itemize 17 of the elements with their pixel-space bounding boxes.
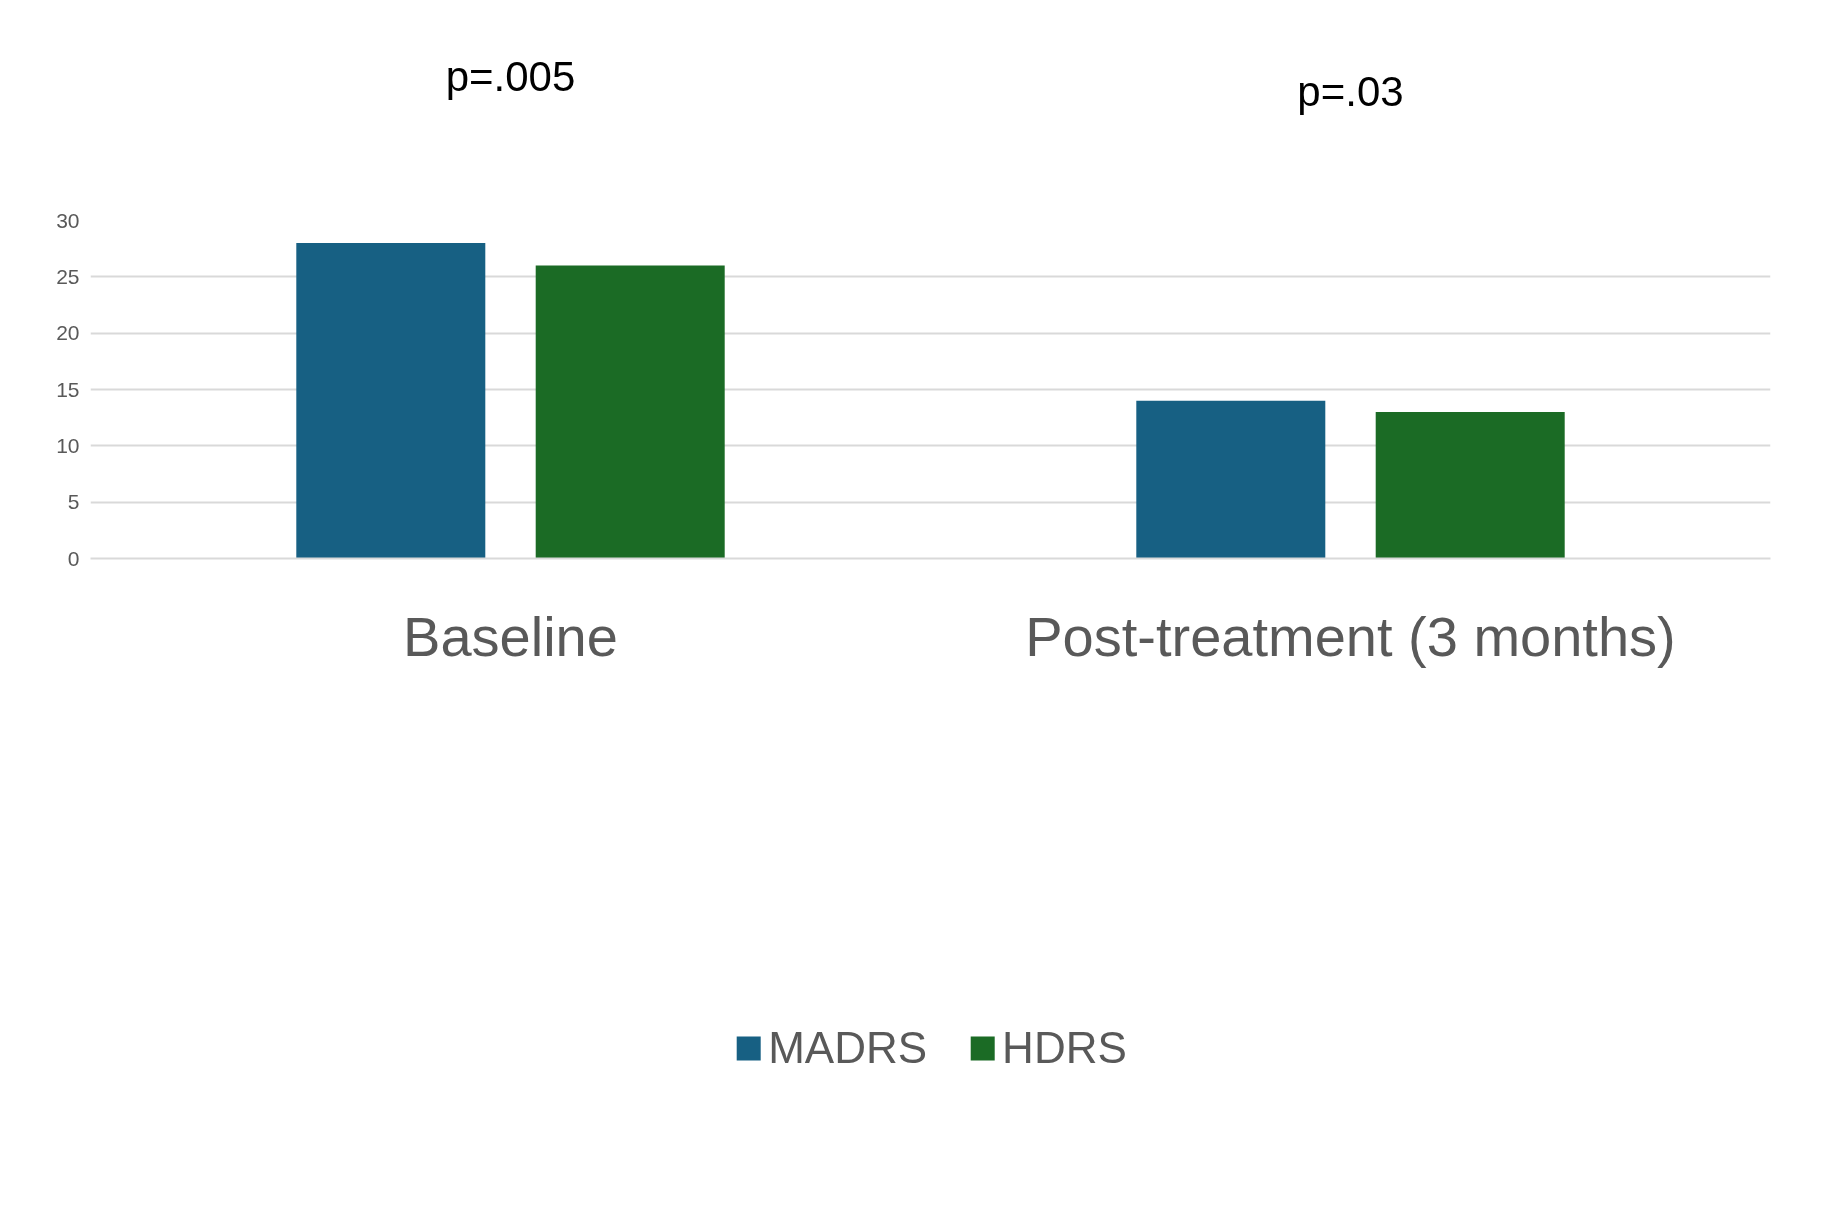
text: p=.03 xyxy=(1297,68,1404,116)
x-tick-label: Baseline xyxy=(403,604,618,668)
text: p=.005 xyxy=(445,53,576,100)
bar xyxy=(1136,400,1326,559)
y-tick-label: 20 xyxy=(56,321,80,345)
y-tick-label: 25 xyxy=(56,264,80,288)
bar xyxy=(296,243,486,559)
bar xyxy=(535,265,725,559)
legend-label: MADRS xyxy=(768,1022,928,1073)
x-tick-label: Post-treatment (3 months) xyxy=(1025,604,1676,668)
y-tick-label: 0 xyxy=(67,546,80,570)
y-tick-label: 30 xyxy=(56,208,80,232)
bar xyxy=(1375,412,1565,559)
y-tick-label: 10 xyxy=(56,433,80,457)
y-tick-label: 15 xyxy=(56,377,80,401)
legend-label: HDRS xyxy=(1002,1022,1127,1073)
y-tick-label: 5 xyxy=(67,490,80,514)
